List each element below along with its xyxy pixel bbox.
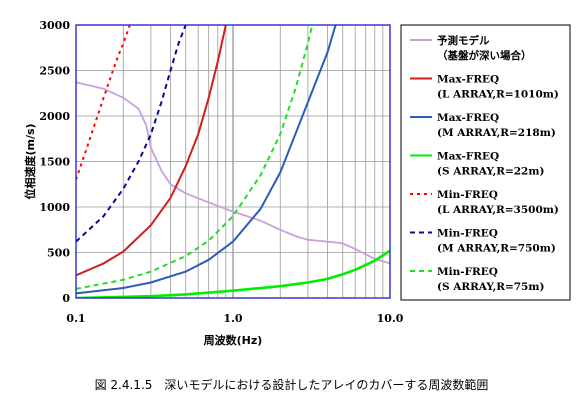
series-line-3	[76, 25, 337, 295]
legend-label-5: Min-FREQ	[437, 189, 498, 201]
x-axis-title: 周波数(Hz)	[204, 333, 263, 347]
y-tick-label: 1000	[39, 201, 70, 214]
plot-frame	[75, 24, 391, 299]
y-axis-ticks: 0 500 1000 1500 2000 2500 3000	[39, 19, 70, 305]
series-line-4	[76, 249, 390, 298]
legend-sublabel-7: (S ARRAY,R=75m)	[437, 281, 544, 293]
legend-sublabel-1: （基盤が深い場合）	[437, 49, 532, 62]
legend-label-2: Max-FREQ	[437, 74, 499, 86]
legend-box	[400, 24, 571, 301]
series-line-2	[76, 25, 227, 277]
x-tick-label: 0.1	[66, 312, 85, 325]
legend-label-7: Min-FREQ	[437, 266, 498, 278]
grid	[76, 25, 390, 298]
y-tick-label: 1500	[39, 156, 70, 169]
legend-label-6: Min-FREQ	[437, 228, 498, 240]
y-axis-title: 位相速度(m/s)	[23, 123, 37, 199]
legend-label-1: 予測モデル	[437, 34, 490, 47]
legend-sublabel-6: (M ARRAY,R=750m)	[437, 243, 556, 255]
figure-caption: 図 2.4.1.5 深いモデルにおける設計したアレイのカバーする周波数範囲	[94, 378, 489, 392]
y-tick-label: 3000	[39, 19, 70, 32]
legend-sublabel-3: (M ARRAY,R=218m)	[437, 127, 556, 139]
y-tick-label: 500	[47, 247, 70, 260]
series-line-6	[76, 25, 187, 243]
phase-velocity-chart: 0.1 1.0 10.0 0 500 1000 1500 2000 2500 3000 周波数(…	[23, 19, 571, 347]
series-line-7	[76, 25, 314, 290]
plot-area	[76, 25, 390, 298]
series-line-1	[76, 81, 390, 265]
legend-label-4: Max-FREQ	[437, 151, 499, 163]
legend-sublabel-4: (S ARRAY,R=22m)	[437, 166, 544, 178]
legend: 予測モデル （基盤が深い場合） Max-FREQ (L ARRAY,R=1010m) M…	[400, 24, 571, 301]
x-axis-ticks: 0.1 1.0 10.0	[66, 312, 403, 325]
x-tick-label: 1.0	[223, 312, 242, 325]
y-tick-label: 0	[62, 292, 70, 305]
series-line-5	[76, 25, 131, 181]
legend-sublabel-5: (L ARRAY,R=3500m)	[437, 204, 559, 216]
y-tick-label: 2000	[39, 110, 70, 123]
legend-label-3: Max-FREQ	[437, 112, 499, 124]
y-tick-label: 2500	[39, 65, 70, 78]
x-tick-label: 10.0	[377, 312, 404, 325]
legend-sublabel-2: (L ARRAY,R=1010m)	[437, 89, 559, 101]
